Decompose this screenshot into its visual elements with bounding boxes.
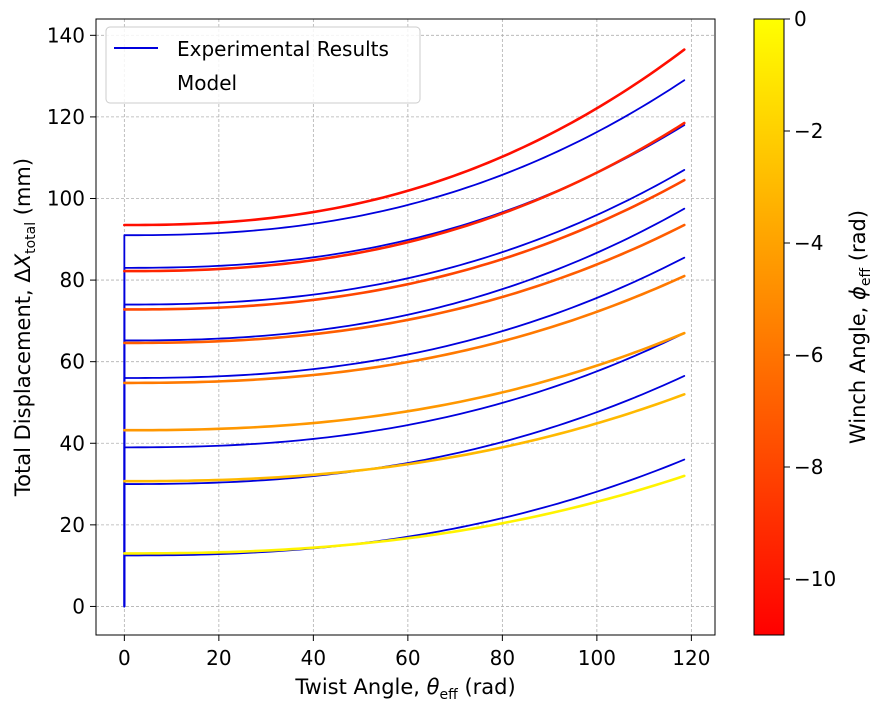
legend: Experimental Results Model [105, 26, 421, 104]
x-tick-label: 100 [578, 646, 616, 670]
experimental-curve [123, 256, 686, 608]
experimental-curve [123, 207, 686, 608]
y-tick-label: 40 [60, 431, 85, 455]
y-tick-label: 120 [47, 105, 85, 129]
y-tick-label: 20 [60, 513, 85, 537]
y-axis: 0 20 40 60 80 100 120 140 [47, 23, 96, 618]
experimental-curve [123, 79, 686, 608]
model-curve [123, 474, 686, 555]
x-axis: 0 20 40 60 80 100 120 [118, 635, 710, 670]
colorbar-gradient [753, 18, 785, 636]
model-curve [123, 178, 686, 311]
colorbar-tick-label: −8 [794, 455, 823, 479]
y-tick-label: 80 [60, 268, 85, 292]
legend-model-label: Model [177, 71, 237, 95]
series-group [123, 48, 686, 608]
y-axis-label: Total Displacement, ΔXtotal (mm) [11, 158, 39, 497]
x-axis-label: Twist Angle, θeff (rad) [294, 675, 515, 703]
experimental-curve [123, 332, 686, 608]
model-curve [123, 121, 686, 273]
x-tick-label: 0 [118, 646, 131, 670]
model-curve [123, 274, 686, 385]
grid [96, 19, 715, 635]
colorbar-ticks: 0 −2 −4 −6 −8 −10 [784, 7, 836, 591]
model-curve [123, 393, 686, 483]
x-tick-label: 120 [672, 646, 710, 670]
colorbar-tick-label: −4 [794, 231, 823, 255]
model-curve [123, 223, 686, 345]
colorbar-tick-label: −6 [794, 343, 823, 367]
colorbar-tick-label: 0 [794, 7, 807, 31]
legend-box [105, 26, 421, 104]
colorbar: 0 −2 −4 −6 −8 −10 Winch Angle, ϕeff (rad) [753, 7, 874, 636]
y-tick-label: 100 [47, 186, 85, 210]
plot-frame [95, 18, 716, 636]
legend-experimental-label: Experimental Results [177, 37, 389, 61]
experimental-curve [123, 169, 686, 608]
experimental-curve [123, 458, 686, 608]
x-tick-label: 60 [395, 646, 420, 670]
y-tick-label: 0 [72, 594, 85, 618]
x-tick-label: 40 [301, 646, 326, 670]
y-tick-label: 140 [47, 23, 85, 47]
model-curve [123, 331, 686, 432]
y-tick-label: 60 [60, 350, 85, 374]
colorbar-tick-label: −2 [794, 119, 823, 143]
colorbar-tick-label: −10 [794, 567, 836, 591]
x-tick-label: 20 [206, 646, 231, 670]
x-tick-label: 80 [490, 646, 515, 670]
model-curve [123, 48, 686, 227]
plot-area [96, 19, 715, 635]
colorbar-label: Winch Angle, ϕeff (rad) [846, 210, 874, 444]
